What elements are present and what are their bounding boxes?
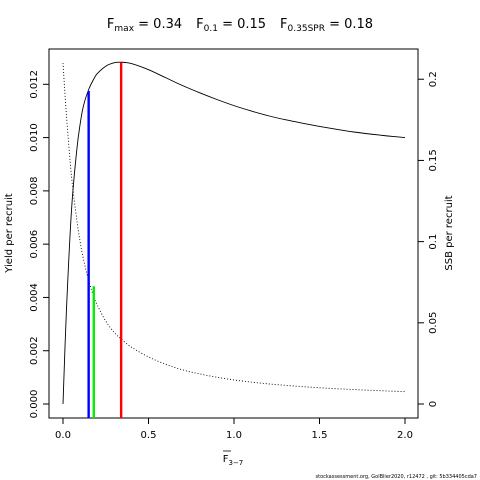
x-axis-title-main: F (223, 454, 229, 465)
y2-axis-title: SSB per recruit (444, 195, 455, 270)
series-layer (62, 61, 406, 405)
axes-layer: 0.0 0.5 1.0 1.5 2.0 0.000 0.002 0.004 0.006 0.008… (29, 70, 439, 441)
x-tick-label: 1.5 (312, 430, 328, 441)
reference-lines-layer (87, 62, 123, 418)
y-tick-label: 0.006 (29, 230, 40, 259)
y-tick-label: 0.012 (29, 70, 40, 99)
fmax-label: F (107, 17, 114, 32)
f035-label: F (280, 17, 287, 32)
f035-value: = 0.18 (325, 17, 373, 32)
x-axis-title: F3−7 (223, 454, 244, 467)
y-tick-label: 0.010 (29, 123, 40, 152)
x-tick-label: 0.0 (55, 430, 71, 441)
footer-note: stockassessment.org, GolBlier2020, r1247… (316, 474, 478, 480)
y2-tick-label: 0.2 (428, 71, 439, 87)
chart-title: Fmax = 0.34 F0.1 = 0.15 F0.35SPR = 0.18 (107, 17, 373, 34)
x-tick-label: 0.5 (141, 430, 157, 441)
x-tick-label: 1.0 (226, 430, 242, 441)
y-tick-label: 0.008 (29, 177, 40, 206)
y2-tick-label: 0.15 (428, 149, 439, 171)
f01-subscript: 0.1 (204, 24, 218, 34)
f01-label: F (196, 17, 203, 32)
y-tick-label: 0.000 (29, 390, 40, 419)
ssb-per-recruit-line (62, 62, 406, 393)
x-tick-label: 2.0 (397, 430, 413, 441)
f035-subscript: 0.35SPR (288, 24, 325, 34)
yield-per-recruit-line (62, 61, 406, 405)
y-tick-label: 0.004 (29, 283, 40, 312)
y-tick-label: 0.002 (29, 336, 40, 365)
y2-tick-label: 0 (428, 401, 439, 407)
fmax-value: = 0.34 (134, 17, 182, 32)
y2-tick-label: 0.1 (428, 234, 439, 250)
y2-tick-label: 0.05 (428, 312, 439, 334)
y-axis-title: Yield per recruit (4, 193, 15, 274)
x-axis-title-sub: 3−7 (228, 459, 243, 467)
fmax-subscript: max (114, 24, 134, 34)
f01-value: = 0.15 (218, 17, 266, 32)
